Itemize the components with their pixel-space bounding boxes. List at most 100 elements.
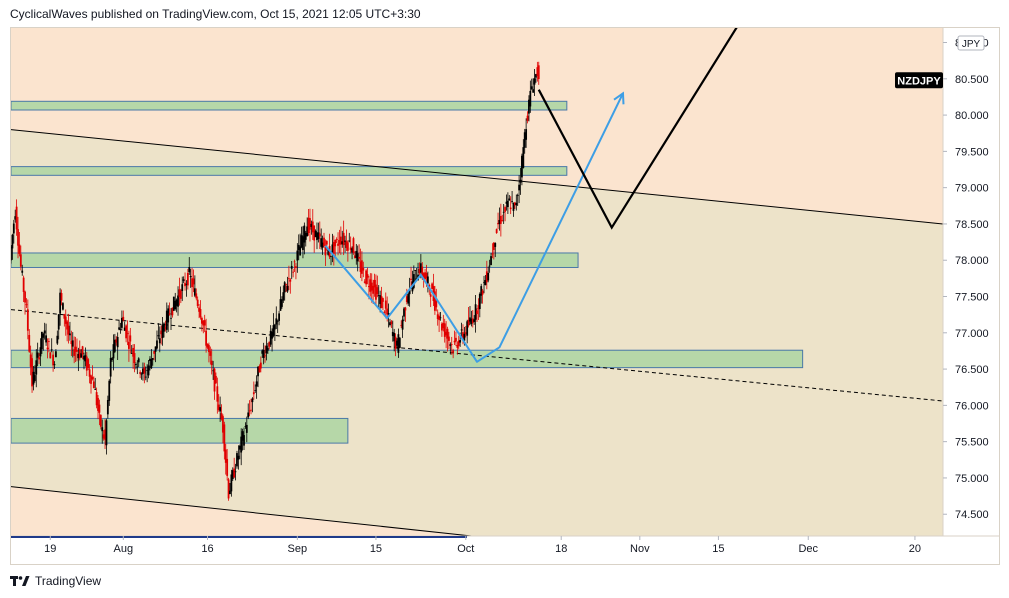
candle xyxy=(70,330,73,357)
candle xyxy=(40,331,43,354)
candle xyxy=(91,365,94,381)
candle xyxy=(356,245,359,272)
x-tick-label: 20 xyxy=(909,543,921,555)
candle xyxy=(268,341,271,350)
candle xyxy=(273,323,276,341)
candle xyxy=(199,300,202,320)
tradingview-logo-icon[interactable] xyxy=(10,575,30,587)
candle xyxy=(71,332,74,358)
candle xyxy=(397,328,400,358)
candle xyxy=(497,212,499,230)
candle xyxy=(146,364,149,383)
candle xyxy=(132,344,135,370)
projection-blue-path[interactable] xyxy=(324,92,624,363)
candle xyxy=(116,332,119,360)
candle xyxy=(168,302,171,316)
candle xyxy=(441,322,443,337)
y-tick-label: 74.500 xyxy=(955,509,989,521)
candle xyxy=(231,467,234,481)
candle xyxy=(473,315,476,325)
candle xyxy=(506,192,509,214)
candle xyxy=(172,296,175,311)
candle xyxy=(101,419,104,444)
zone-1[interactable] xyxy=(11,100,568,111)
candle xyxy=(105,418,108,455)
candle xyxy=(213,367,216,400)
candle xyxy=(494,242,497,258)
candle xyxy=(431,282,433,290)
candle xyxy=(334,239,337,258)
candle xyxy=(84,347,87,367)
candle xyxy=(478,292,481,318)
candle xyxy=(129,327,132,354)
trendline-solid-3[interactable] xyxy=(11,486,472,536)
candle xyxy=(236,450,238,469)
candle xyxy=(445,321,448,349)
candle xyxy=(299,233,302,256)
candle xyxy=(36,342,39,367)
candle xyxy=(439,312,442,321)
candle xyxy=(28,329,31,353)
projection-black-path[interactable] xyxy=(537,21,741,230)
candle xyxy=(346,240,349,262)
candle xyxy=(62,302,64,311)
candle xyxy=(171,307,174,318)
candle xyxy=(365,269,368,287)
candle xyxy=(209,346,212,365)
candle xyxy=(233,457,236,479)
candle xyxy=(191,267,193,297)
candle xyxy=(193,275,196,298)
candle xyxy=(202,320,205,334)
x-tick-label: Oct xyxy=(457,543,474,555)
footer-brand[interactable]: TradingView xyxy=(35,574,102,588)
candle xyxy=(109,351,112,384)
x-tick-label: 15 xyxy=(370,543,382,555)
candle xyxy=(509,196,512,215)
candle xyxy=(140,372,143,380)
time-axis[interactable]: 19 Aug 16 Sep 15 Oct 18 Nov 15 Dec 20 xyxy=(11,535,1000,555)
candle xyxy=(491,243,494,259)
zone-5[interactable] xyxy=(11,417,349,444)
candle xyxy=(526,111,529,124)
candle xyxy=(535,73,537,83)
candle xyxy=(293,259,296,272)
candle xyxy=(217,394,220,412)
candle xyxy=(19,245,22,271)
candle xyxy=(490,253,492,266)
candle xyxy=(348,232,351,243)
candle xyxy=(47,338,50,353)
candle xyxy=(448,331,450,349)
currency-label: JPY xyxy=(962,39,981,50)
candle xyxy=(97,395,99,420)
zone-2[interactable] xyxy=(11,166,568,176)
candle xyxy=(248,400,251,417)
candle xyxy=(147,360,150,379)
candle xyxy=(369,273,372,297)
y-tick-label: 80.500 xyxy=(955,74,989,86)
candle xyxy=(237,445,240,470)
trendline-solid-1[interactable] xyxy=(11,129,943,225)
candle xyxy=(153,350,156,361)
candle xyxy=(376,275,379,298)
candle xyxy=(102,430,105,441)
candle xyxy=(229,482,231,495)
candle xyxy=(98,399,101,426)
candle xyxy=(523,128,526,154)
candle xyxy=(265,336,268,361)
zone-4[interactable] xyxy=(11,349,804,369)
candle xyxy=(25,298,28,308)
x-tick-label: 15 xyxy=(712,543,724,555)
y-tick-label: 79.000 xyxy=(955,183,989,195)
candle xyxy=(280,296,283,309)
price-axis[interactable]: 74.500 75.000 75.500 76.000 76.500 77.000 77.5… xyxy=(942,28,989,536)
candle xyxy=(108,379,111,406)
candle xyxy=(324,239,327,266)
candle xyxy=(303,222,306,255)
candle xyxy=(33,365,36,383)
candle xyxy=(64,309,67,336)
candle xyxy=(304,230,307,247)
symbol-label: NZDJPY xyxy=(897,75,941,87)
x-tick-label: 19 xyxy=(44,543,56,555)
candle xyxy=(55,349,57,358)
